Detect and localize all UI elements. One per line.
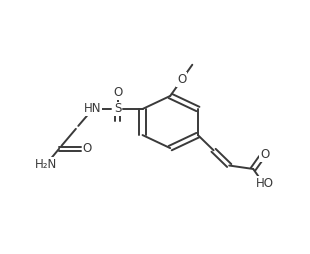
Text: HO: HO [256, 177, 274, 190]
Text: S: S [114, 102, 121, 116]
Text: O: O [113, 86, 122, 99]
Text: O: O [260, 148, 269, 161]
Text: HN: HN [84, 102, 101, 116]
Text: O: O [177, 73, 186, 86]
Text: H₂N: H₂N [35, 158, 57, 171]
Text: O: O [82, 142, 92, 155]
